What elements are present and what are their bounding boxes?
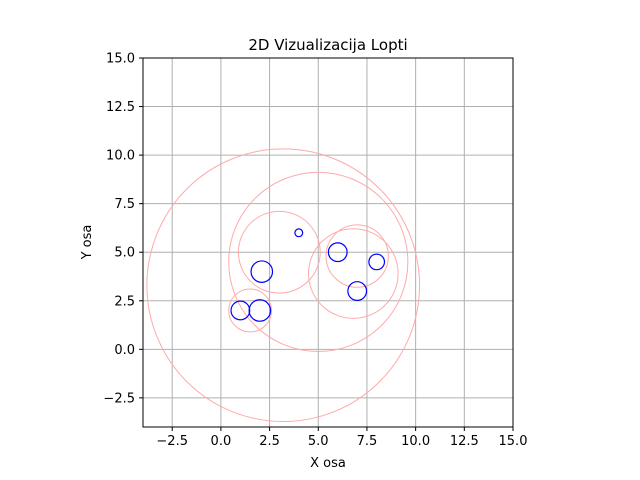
cluster-circles <box>146 148 421 423</box>
x-tick-label: 5.0 <box>308 434 329 449</box>
cluster-circle <box>237 210 321 294</box>
cluster-circle <box>228 288 273 333</box>
y-tick-label: 0.0 <box>114 343 135 358</box>
chart-title: 2D Vizualizacija Lopti <box>248 36 407 54</box>
x-tick-label: 15.0 <box>499 434 528 449</box>
y-axis-label: Y osa <box>80 225 95 261</box>
y-tick-label: 15.0 <box>106 52 135 67</box>
y-tick-label: 5.0 <box>114 246 135 261</box>
x-tick-label: 7.5 <box>357 434 378 449</box>
ball-circle <box>368 253 386 271</box>
y-tick-label: 7.5 <box>114 197 135 212</box>
ball-circle <box>250 260 274 283</box>
ticks: −2.5 0.0 2.5 5.0 7.5 10.0 12.5 15.0 −2.5 0.0 2.5 5.… <box>103 52 527 450</box>
x-tick-label: 0.0 <box>211 434 232 449</box>
x-tick-label: 10.0 <box>401 434 430 449</box>
ball-circle <box>327 242 348 263</box>
y-tick-label: −2.5 <box>103 391 135 406</box>
y-tick-label: 12.5 <box>106 100 135 115</box>
ball-circle <box>248 299 272 322</box>
cluster-circle <box>308 228 399 319</box>
grid <box>143 57 514 427</box>
ball-circle <box>294 228 304 238</box>
x-tick-label: 2.5 <box>259 434 280 449</box>
cluster-circle <box>325 224 389 288</box>
x-tick-label: 12.5 <box>450 434 479 449</box>
cluster-circle <box>146 148 421 423</box>
plot-frame <box>142 57 514 428</box>
ball-circles <box>230 228 386 322</box>
x-axis-label: X osa <box>310 456 346 471</box>
ball-circle <box>347 281 368 301</box>
y-tick-label: 2.5 <box>114 294 135 309</box>
y-tick-label: 10.0 <box>106 149 135 164</box>
cluster-circle <box>228 171 409 352</box>
x-tick-label: −2.5 <box>156 434 188 449</box>
axes-frame <box>142 57 514 428</box>
